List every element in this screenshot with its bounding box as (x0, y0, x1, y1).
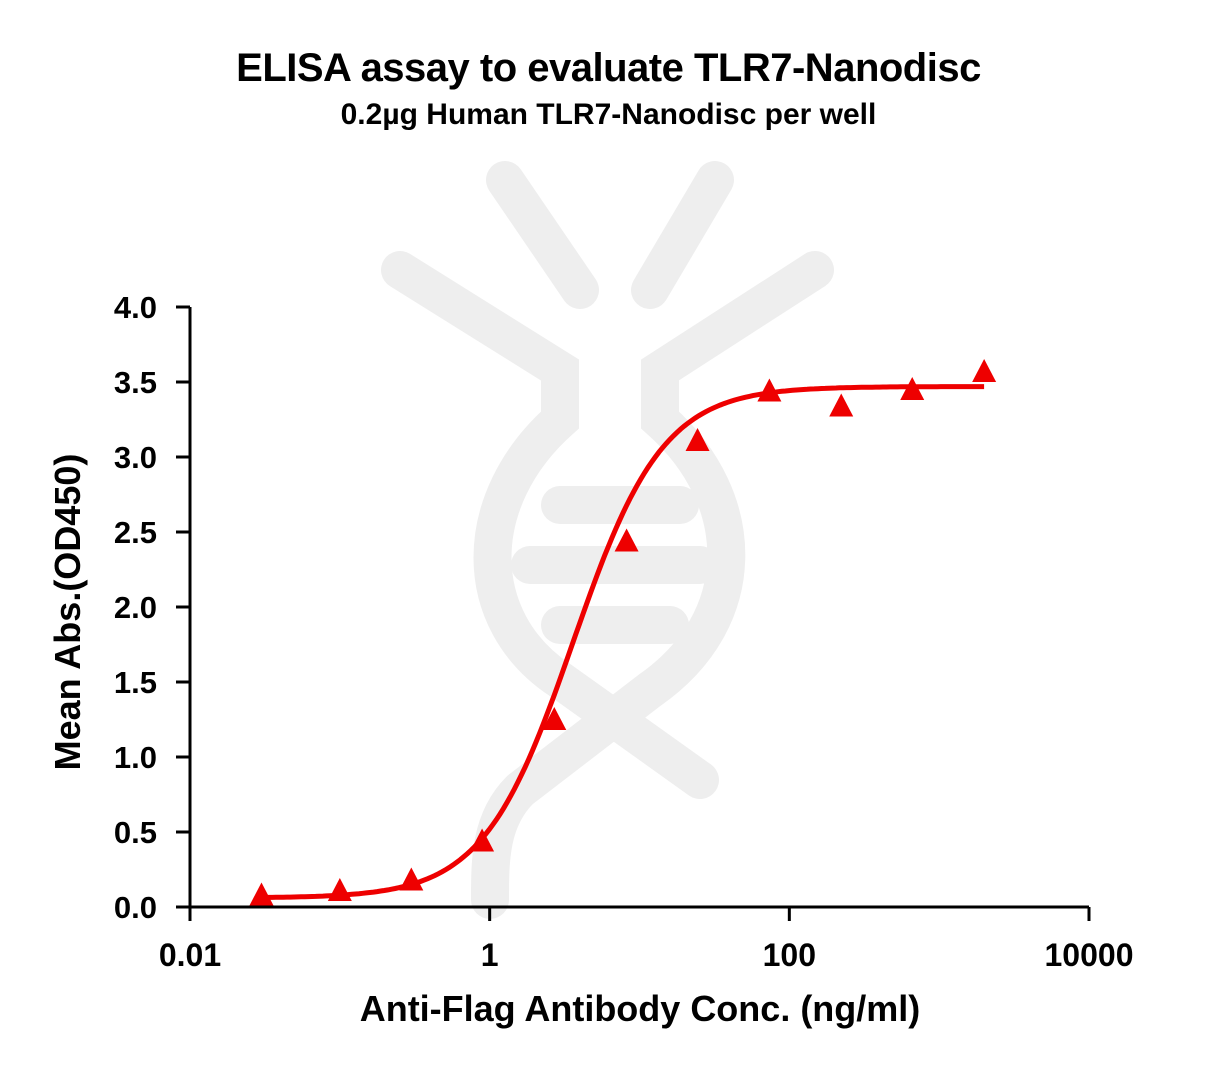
dna-flask-watermark-icon (381, 161, 834, 919)
y-tick-label: 0.5 (114, 815, 157, 850)
y-tick-label: 3.5 (114, 365, 157, 400)
y-tick-label: 3.0 (114, 440, 157, 475)
x-tick-label: 10000 (1045, 937, 1134, 973)
triangle-marker-icon (470, 828, 495, 852)
data-points (249, 359, 997, 906)
triangle-marker-icon (900, 377, 925, 400)
x-tick-label: 100 (763, 937, 816, 973)
triangle-marker-icon (972, 359, 997, 382)
x-axis-label: Anti-Flag Antibody Conc. (ng/ml) (359, 988, 921, 1029)
triangle-marker-icon (685, 428, 710, 451)
triangle-marker-icon (327, 878, 352, 901)
axes: 0.0 0.5 1.0 1.5 2.0 2.5 3.0 3.5 4.0 0.01 1 100 10000 (114, 290, 1134, 973)
chart-title: ELISA assay to evaluate TLR7-Nanodisc (236, 46, 981, 90)
x-tick-label: 0.01 (159, 937, 221, 973)
triangle-marker-icon (829, 393, 854, 417)
x-tick-label: 1 (481, 937, 499, 973)
triangle-marker-icon (399, 867, 424, 891)
triangle-marker-icon (249, 882, 274, 906)
chart-subtitle: 0.2µg Human TLR7-Nanodisc per well (340, 98, 877, 131)
y-tick-label: 1.5 (114, 665, 157, 700)
fit-curve (261, 384, 985, 900)
triangle-marker-icon (757, 378, 782, 402)
y-tick-label: 2.0 (114, 590, 157, 625)
triangle-marker-icon (614, 528, 639, 552)
y-tick-label: 1.0 (114, 740, 157, 775)
y-tick-label: 4.0 (114, 290, 157, 325)
y-tick-label: 0.0 (114, 890, 157, 925)
y-axis-label: Mean Abs.(OD450) (47, 453, 88, 771)
triangle-marker-icon (542, 707, 567, 730)
y-tick-label: 2.5 (114, 515, 157, 550)
